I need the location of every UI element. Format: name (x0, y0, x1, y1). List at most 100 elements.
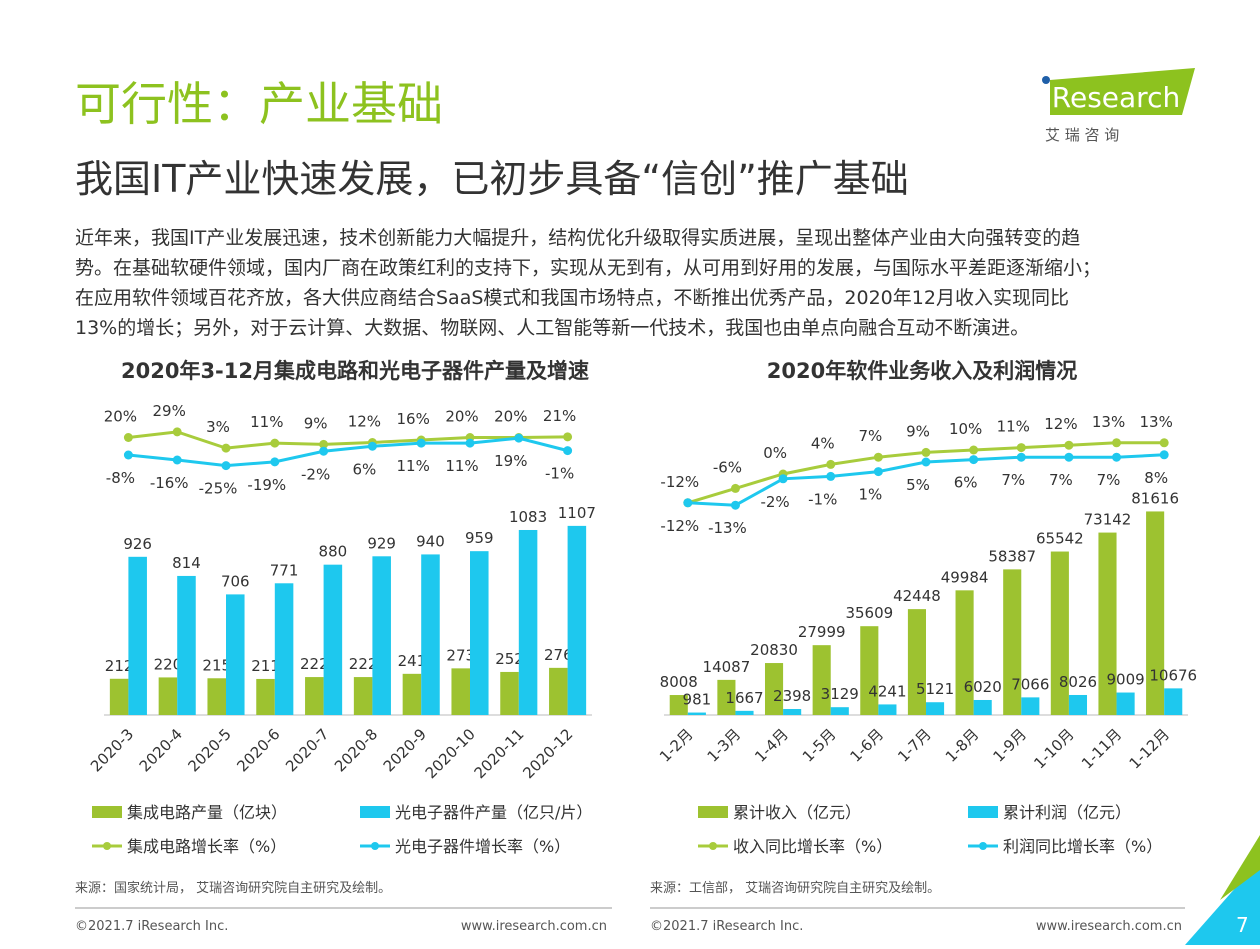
line-marker (172, 455, 182, 465)
line-label: -8% (106, 469, 135, 487)
x-tick-label: 1-8月 (942, 725, 983, 766)
line-label: -1% (808, 490, 837, 508)
bar (518, 529, 538, 715)
line-marker (1112, 438, 1122, 448)
line-label: 7% (858, 427, 882, 445)
line-marker (1159, 450, 1169, 460)
bar-label: 49984 (941, 568, 989, 586)
bar-label: 771 (270, 561, 299, 579)
x-tick-label: 1-7月 (894, 725, 935, 766)
legend-label: 累计收入（亿元） (733, 803, 861, 822)
line-marker (563, 432, 573, 442)
legend-marker (709, 842, 717, 850)
bar-label: 981 (683, 691, 712, 709)
line-label: 20% (104, 408, 137, 426)
bar (1021, 697, 1040, 715)
bar-label: 42448 (893, 587, 941, 605)
line-marker (123, 433, 133, 442)
bar (323, 564, 343, 715)
legend-label: 累计利润（亿元） (1003, 803, 1131, 822)
bar (128, 556, 147, 715)
line-label: 1% (858, 486, 882, 504)
line-marker (969, 455, 979, 465)
bar-label: 926 (123, 535, 152, 553)
body-line: 在应用软件领域百花齐放，各大供应商结合SaaS模式和我国市场特点，不断推出优秀产… (75, 287, 1069, 309)
line-marker (873, 467, 883, 477)
url: www.iresearch.com.cn (1036, 919, 1182, 934)
line-marker (563, 446, 573, 456)
bar-label: 241 (398, 652, 427, 670)
bar (955, 590, 974, 715)
line-label: 11% (997, 418, 1030, 436)
logo-brand: iResearch (1044, 81, 1180, 114)
bar-label: 58387 (988, 547, 1036, 565)
line-marker (826, 471, 836, 481)
x-tick-label: 1-12月 (1126, 725, 1173, 772)
corner (1220, 835, 1260, 900)
line-label: 9% (906, 422, 930, 440)
line-label: 10% (949, 420, 982, 438)
logo-dot (1042, 76, 1050, 84)
bar-label: 959 (465, 529, 494, 547)
bar (1050, 551, 1069, 715)
bar-label: 35609 (845, 604, 893, 622)
bar (305, 677, 324, 715)
line-marker (319, 439, 329, 449)
line-label: 8% (1144, 469, 1168, 487)
bar-label: 252 (495, 650, 524, 668)
line-marker (123, 450, 133, 460)
x-tick-label: 1-11月 (1078, 725, 1125, 772)
bar-label: 27999 (798, 623, 846, 641)
bar-label: 6020 (964, 678, 1002, 696)
line-label: 13% (1092, 413, 1125, 431)
chart-title: 2020年3-12月集成电路和光电子器件产量及增速 (121, 359, 589, 383)
bar (830, 707, 849, 715)
line-marker (172, 427, 182, 437)
line-marker (969, 445, 979, 455)
line-marker (221, 461, 231, 471)
bar-label: 65542 (1036, 530, 1084, 548)
line-label: 7% (1001, 471, 1025, 489)
line-label: -6% (713, 458, 742, 476)
copyright: ©2021.7 iResearch Inc. (650, 919, 803, 934)
line-label: -19% (247, 476, 286, 494)
bar-label: 14087 (703, 658, 751, 676)
bar (226, 594, 245, 715)
bar-label: 814 (172, 554, 201, 572)
legend-marker (371, 842, 379, 850)
line-label: -12% (660, 517, 699, 535)
line-label: -2% (301, 465, 330, 483)
legend-swatch (698, 806, 728, 818)
bar-label: 3129 (821, 685, 859, 703)
line-marker (270, 457, 280, 467)
bar (1146, 511, 1165, 715)
bar-label: 9009 (1107, 671, 1145, 689)
bar-label: 4241 (868, 682, 906, 700)
line-marker (778, 474, 788, 484)
bar-label: 1107 (558, 504, 596, 522)
line-label: 12% (348, 413, 381, 431)
line-label: -12% (660, 473, 699, 491)
bar (549, 667, 568, 715)
bar-label: 5121 (916, 680, 954, 698)
line-label: 19% (494, 452, 527, 470)
x-tick-label: 1-2月 (656, 725, 697, 766)
line-label: 21% (543, 407, 576, 425)
legend-label: 光电子器件产量（亿只/片） (395, 803, 592, 822)
line-label: 6% (353, 460, 377, 478)
line-label: 11% (250, 413, 283, 431)
bar-label: 273 (446, 646, 475, 664)
line-marker (826, 459, 836, 469)
bar-label: 8008 (660, 673, 698, 691)
line-label: -2% (760, 493, 789, 511)
line-marker (1064, 452, 1074, 462)
x-tick-label: 2020-8 (331, 725, 381, 775)
line-marker (730, 500, 740, 510)
bar (907, 609, 926, 715)
legend-marker (103, 842, 111, 850)
bar-label: 81616 (1131, 489, 1179, 507)
bar (1003, 569, 1022, 715)
line-label: 12% (1044, 415, 1077, 433)
line-label: 6% (954, 474, 978, 492)
